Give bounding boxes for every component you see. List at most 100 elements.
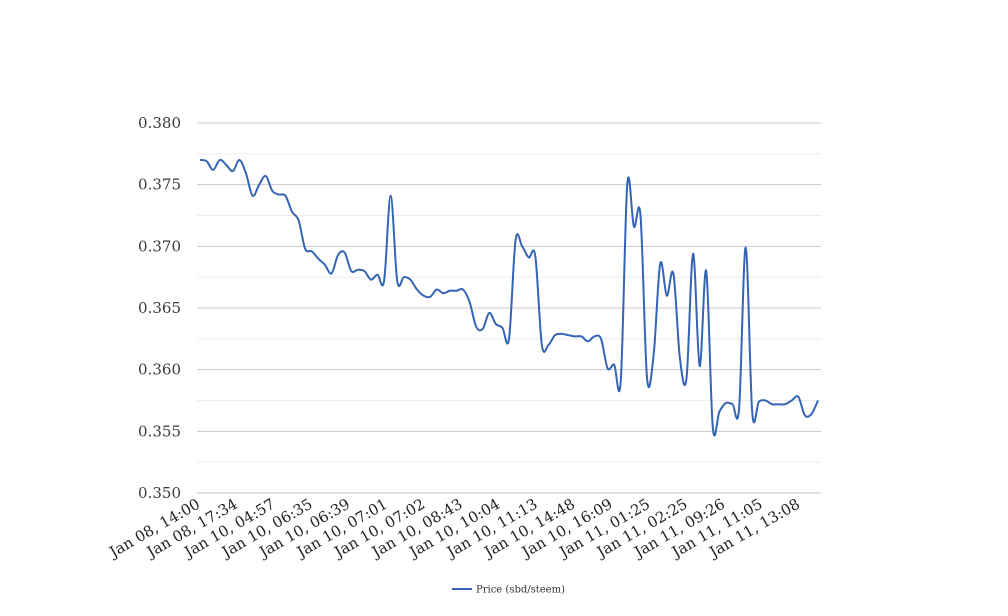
y-tick-label: 0.380 [138, 114, 181, 132]
data-point [730, 402, 735, 407]
data-point [618, 378, 623, 383]
data-point [599, 336, 604, 341]
data-point [467, 299, 472, 304]
data-point [283, 193, 288, 198]
data-point [368, 277, 373, 282]
series-line-price [199, 158, 819, 437]
data-point [645, 376, 650, 381]
data-point [474, 324, 479, 329]
data-point [349, 269, 354, 274]
legend-label-price: Price (sbd/steem) [476, 585, 565, 596]
data-point [211, 167, 216, 172]
data-point [276, 192, 281, 197]
y-tick-label: 0.370 [138, 237, 181, 255]
data-point [553, 333, 558, 338]
data-point [520, 244, 525, 249]
data-point [362, 269, 367, 274]
data-point [428, 294, 433, 299]
data-point [638, 213, 643, 218]
data-point [441, 291, 446, 296]
data-point [500, 325, 505, 330]
data-point [691, 251, 696, 256]
y-tick-label: 0.375 [138, 176, 181, 194]
data-point [395, 278, 400, 283]
data-point [789, 398, 794, 403]
data-point [539, 343, 544, 348]
data-point [230, 169, 235, 174]
data-point [217, 158, 222, 163]
data-point [454, 288, 459, 293]
data-point [579, 334, 584, 339]
data-point [651, 352, 656, 357]
data-point [513, 238, 518, 243]
data-point [244, 171, 249, 176]
data-point [704, 269, 709, 274]
data-point [533, 254, 538, 259]
data-point [224, 162, 229, 167]
data-point [677, 356, 682, 361]
data-point [612, 362, 617, 367]
data-point [769, 402, 774, 407]
data-point [329, 271, 334, 276]
data-point [336, 252, 341, 257]
data-point [237, 158, 242, 163]
data-point [421, 293, 426, 298]
data-point [783, 402, 788, 407]
data-point [342, 250, 347, 255]
data-point [414, 287, 419, 292]
data-point [322, 262, 327, 267]
data-point [375, 272, 380, 277]
data-point [671, 271, 676, 276]
data-point [546, 343, 551, 348]
data-point [270, 188, 275, 193]
data-point [717, 409, 722, 414]
data-point [625, 181, 630, 186]
data-point [198, 158, 203, 163]
data-point [309, 249, 314, 254]
data-point [447, 288, 452, 293]
y-axis-ticks: 0.350 0.355 0.360 0.365 0.370 0.375 0.380 [138, 114, 181, 502]
data-point [382, 278, 387, 283]
data-point [388, 193, 393, 198]
data-point [507, 336, 512, 341]
data-point [460, 287, 465, 292]
data-point [303, 246, 308, 251]
data-point [776, 402, 781, 407]
data-point [559, 331, 564, 336]
data-point [296, 218, 301, 223]
data-point [487, 310, 492, 315]
data-point [263, 174, 268, 179]
data-point [664, 293, 669, 298]
data-point [355, 267, 360, 272]
legend: Price (sbd/steem) [452, 585, 565, 596]
data-point [526, 255, 531, 260]
y-tick-label: 0.365 [138, 299, 181, 317]
data-point [572, 334, 577, 339]
y-tick-label: 0.360 [138, 361, 181, 379]
data-point [763, 398, 768, 403]
data-point [493, 322, 498, 327]
data-point [796, 394, 801, 399]
data-point [250, 193, 255, 198]
data-point [204, 159, 209, 164]
data-point [816, 398, 821, 403]
data-point [408, 277, 413, 282]
data-point [809, 412, 814, 417]
data-point [631, 224, 636, 229]
gridlines [197, 122, 821, 494]
data-point [710, 425, 715, 430]
data-point [401, 275, 406, 280]
data-point [605, 366, 610, 371]
data-point [743, 245, 748, 250]
data-point [257, 182, 262, 187]
data-point [658, 261, 663, 266]
series-layer [198, 158, 821, 437]
data-point [802, 413, 807, 418]
y-tick-label: 0.350 [138, 484, 181, 502]
data-point [697, 363, 702, 368]
data-point [592, 334, 597, 339]
data-point [756, 399, 761, 404]
data-point [290, 209, 295, 214]
